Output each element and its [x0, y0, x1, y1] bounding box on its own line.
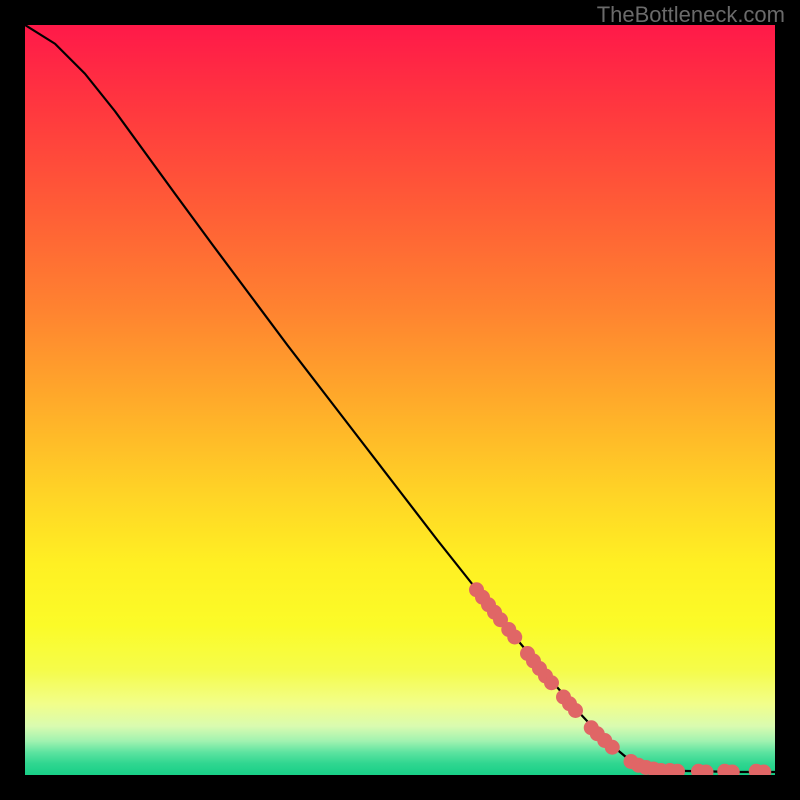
gradient-background: [25, 25, 775, 775]
chart-svg: [25, 25, 775, 775]
data-marker: [699, 765, 713, 775]
data-marker: [605, 740, 619, 754]
chart-plot-area: [25, 25, 775, 775]
data-marker: [508, 630, 522, 644]
data-marker: [671, 764, 685, 775]
watermark-text: TheBottleneck.com: [597, 2, 785, 28]
data-marker: [757, 765, 771, 775]
data-marker: [545, 676, 559, 690]
data-marker: [569, 704, 583, 718]
data-marker: [725, 765, 739, 775]
